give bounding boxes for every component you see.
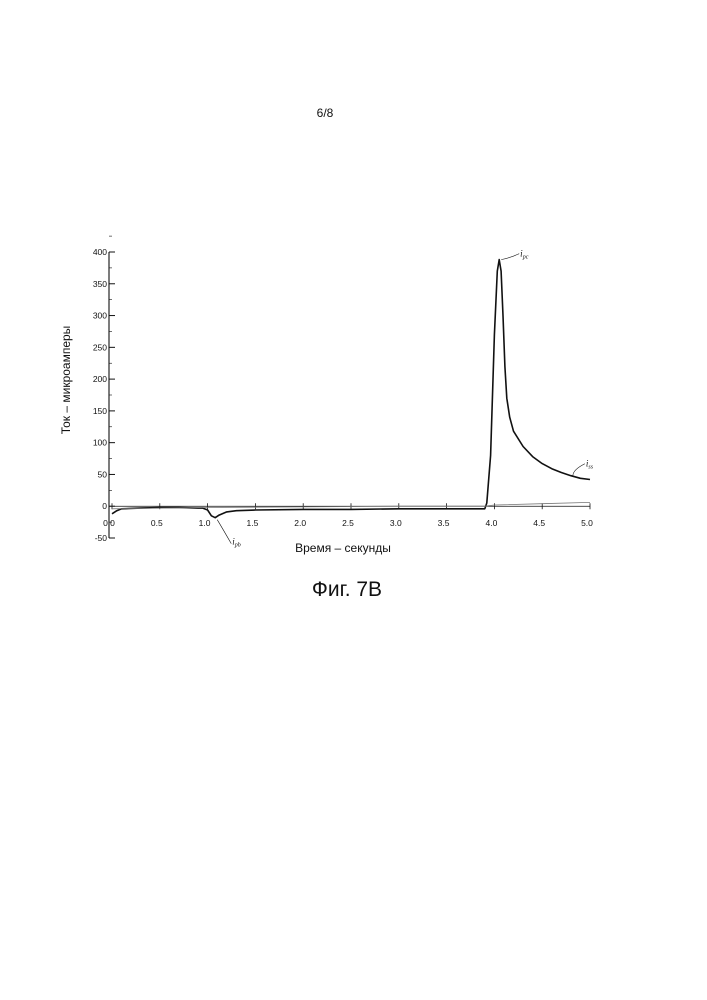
- y-axis-label: Ток – микроамперы: [59, 326, 73, 435]
- x-tick-label: 0.0: [103, 518, 115, 528]
- annotation-leader: [573, 464, 585, 476]
- x-tick-label: 2.5: [342, 518, 354, 528]
- y-tick-label: -50: [95, 533, 108, 543]
- x-tick-label: 1.5: [246, 518, 258, 528]
- annotation-label: ipb: [232, 537, 241, 549]
- annotation-label: iss: [586, 459, 594, 471]
- y-tick-label: 0: [102, 501, 107, 511]
- x-tick-label: 5.0: [581, 518, 593, 528]
- y-tick-label: 50: [98, 469, 108, 479]
- y-tick-label: 100: [93, 438, 107, 448]
- x-tick-label: 3.5: [438, 518, 450, 528]
- x-tick-label: 4.5: [533, 518, 545, 528]
- annotation-leader: [217, 520, 231, 544]
- annotation-leader: [501, 254, 519, 260]
- x-tick-label: 2.0: [294, 518, 306, 528]
- x-tick-label: 3.0: [390, 518, 402, 528]
- x-tick-label: 4.0: [485, 518, 497, 528]
- x-axis-label: Время – секунды: [295, 541, 391, 555]
- y-tick-label: 300: [93, 311, 107, 321]
- y-tick-label: 200: [93, 374, 107, 384]
- annotation-label: ipc: [520, 249, 529, 261]
- y-tick-label: 250: [93, 342, 107, 352]
- y-tick-label: 150: [93, 406, 107, 416]
- x-tick-label: 1.0: [199, 518, 211, 528]
- current-time-chart: 0.0 0.5 1.0 1.5 2.0 2.5 3.0 3.5 4.0 4.5 5.0 -50 0 50…: [0, 0, 707, 600]
- y-axis-ticks: -50 0 50 100 150 200 250 300 350 400: [93, 236, 115, 543]
- chart-axes: [109, 252, 590, 538]
- current-trace-line: [112, 260, 590, 518]
- figure-caption: Фиг. 7B: [0, 578, 694, 602]
- y-tick-label: 350: [93, 279, 107, 289]
- y-tick-label: 400: [93, 247, 107, 257]
- chart-series: [112, 260, 590, 518]
- x-tick-label: 0.5: [151, 518, 163, 528]
